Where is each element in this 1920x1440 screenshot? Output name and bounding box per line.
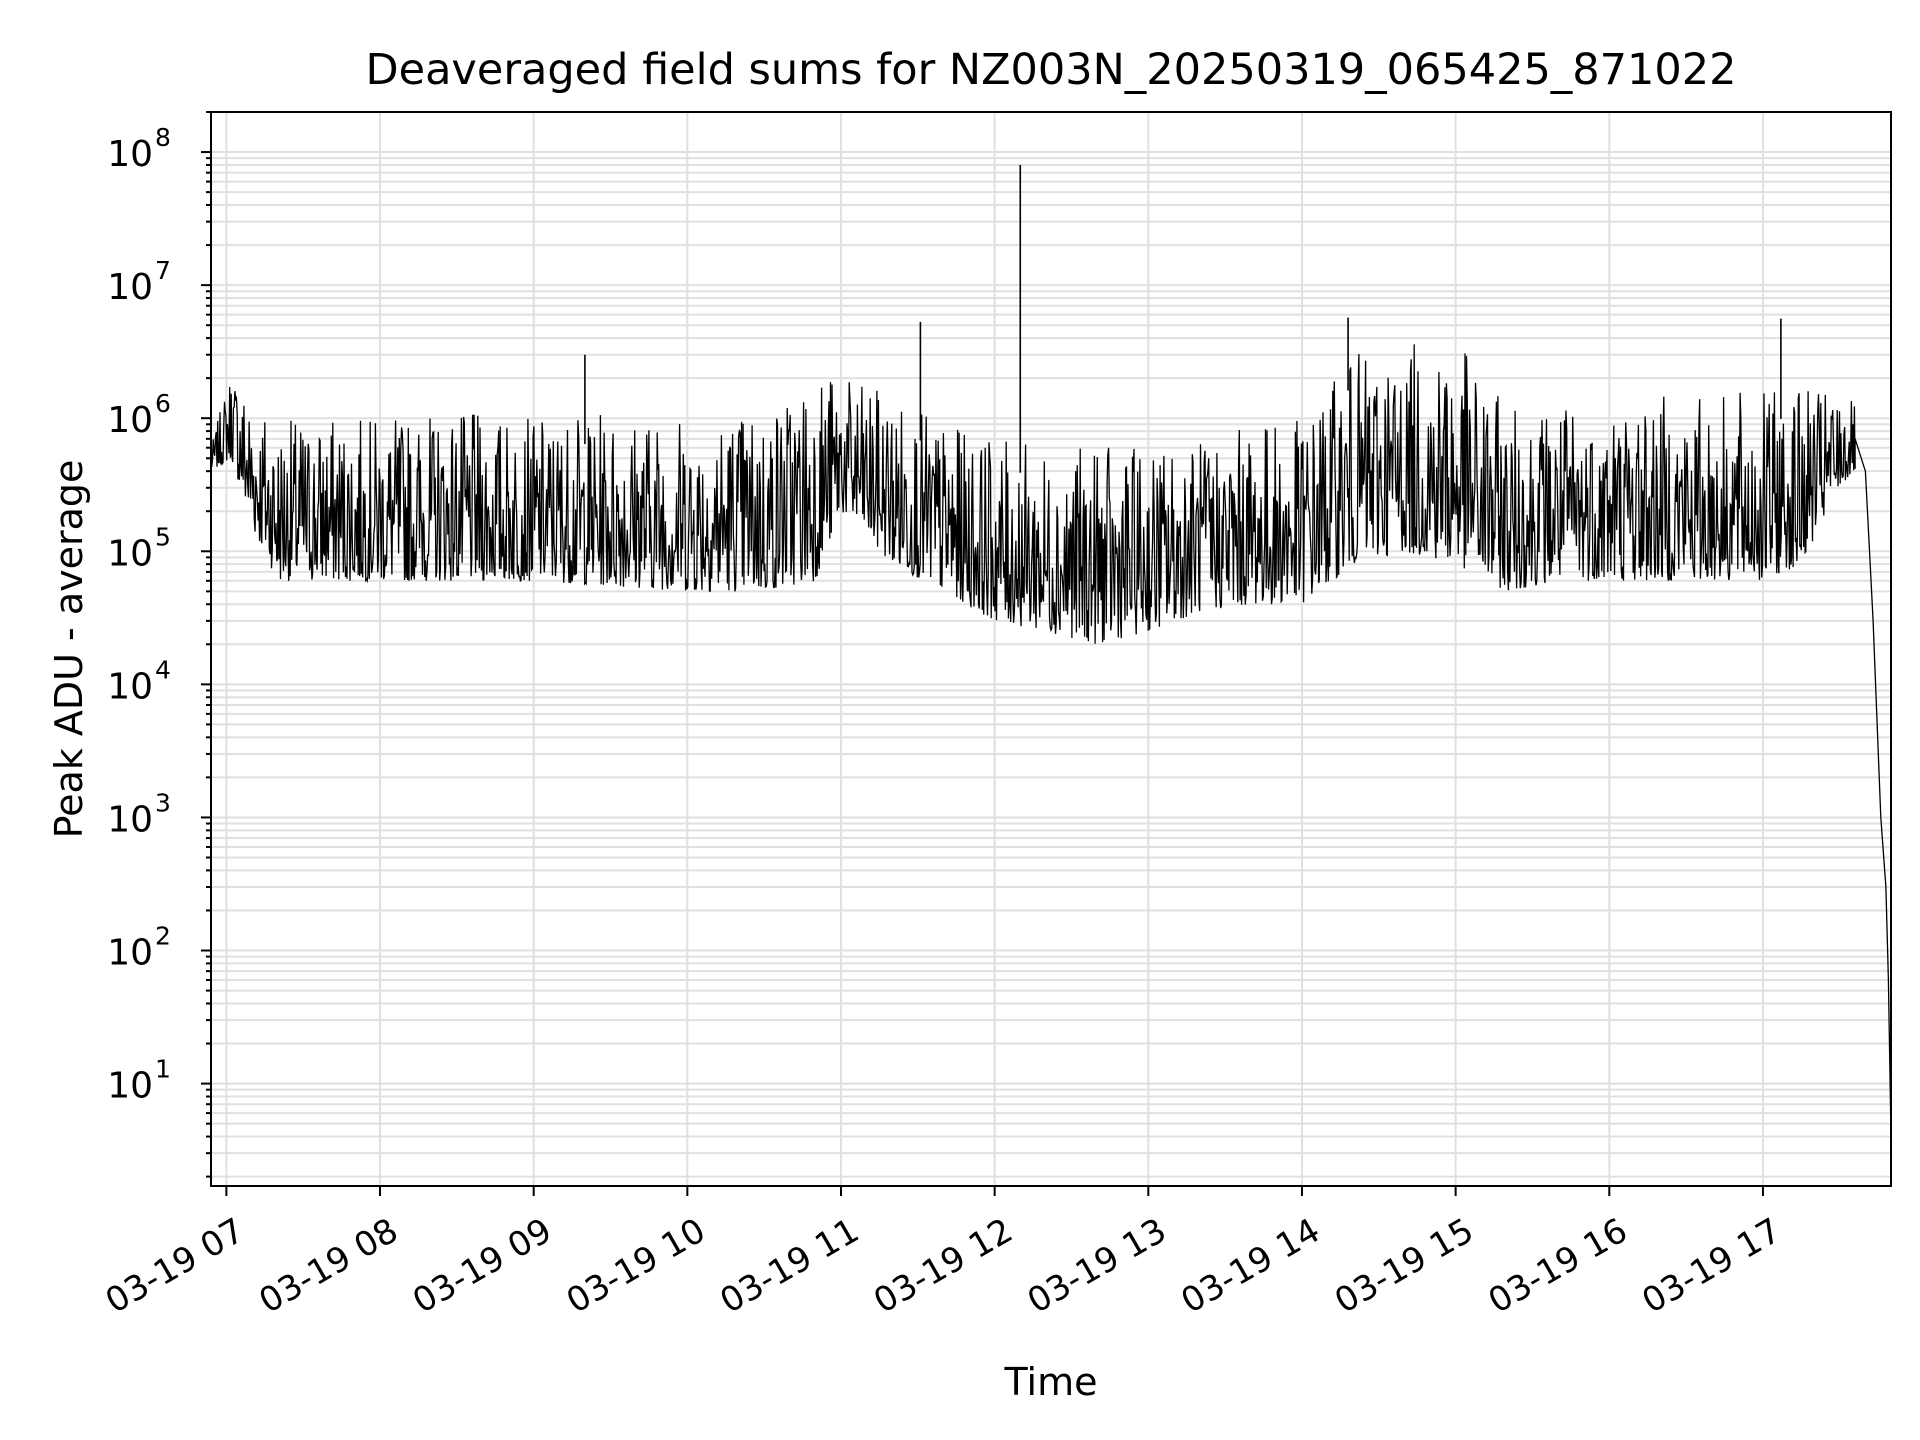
plot-frame [210,111,1892,1187]
y-tick-label: 10 [107,134,153,175]
y-tick-label: 10 [107,1066,153,1107]
y-tick-label: 10 [107,799,153,840]
y-tick-label-exponent: 6 [155,389,171,418]
series-line [210,344,1892,1137]
y-tick-label-exponent: 8 [155,123,171,152]
y-tick-label-exponent: 2 [155,922,171,951]
y-tick-label-exponent: 5 [155,522,171,551]
y-tick-label-exponent: 1 [155,1055,171,1084]
chart-title: Deaveraged field sums for NZ003N_2025031… [366,45,1737,95]
y-tick-label: 10 [107,400,153,441]
y-tick-label-exponent: 3 [155,788,171,817]
y-tick-label: 10 [107,267,153,308]
y-axis-label: Peak ADU - average [47,460,91,839]
x-axis-label: Time [1004,1360,1098,1404]
y-tick-label-exponent: 4 [155,655,171,684]
grid-lines [211,111,1891,1186]
y-tick-label: 10 [107,933,153,974]
data-series [210,164,1892,1137]
y-tick-label: 10 [107,533,153,574]
y-tick-label: 10 [107,666,153,707]
y-tick-label-exponent: 7 [155,256,171,285]
